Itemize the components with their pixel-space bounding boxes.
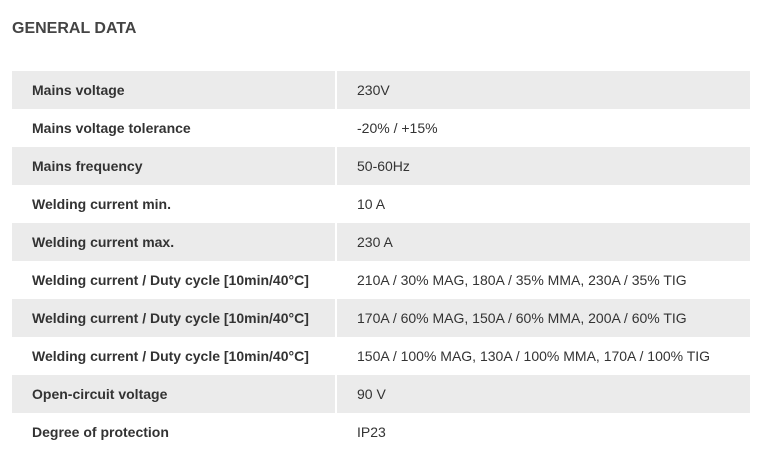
section-title: GENERAL DATA (12, 20, 137, 37)
spec-table: Mains voltage 230V Mains voltage tolerance… (12, 71, 750, 451)
spec-value: 90 V (336, 375, 750, 413)
table-row: Mains voltage 230V (12, 71, 750, 109)
table-row: Welding current min. 10 A (12, 185, 750, 223)
spec-value: 10 A (357, 196, 386, 212)
spec-label: Welding current / Duty cycle [10min/40°C… (12, 337, 337, 375)
spec-label: Degree of protection (12, 413, 337, 451)
spec-value: -20% / +15% (357, 120, 438, 136)
table-row: Mains frequency 50-60Hz (12, 147, 750, 185)
spec-label: Mains voltage (12, 71, 337, 109)
spec-value: IP23 (357, 424, 386, 440)
spec-label: Welding current / Duty cycle [10min/40°C… (12, 261, 337, 299)
spec-value: 150A / 100% MAG, 130A / 100% MMA, 170A /… (357, 348, 711, 364)
spec-label: Mains voltage tolerance (12, 109, 337, 147)
spec-label: Mains frequency (12, 147, 337, 185)
spec-value: 170A / 60% MAG, 150A / 60% MMA, 200A / 6… (336, 299, 750, 337)
table-row: Degree of protection IP23 (12, 413, 750, 451)
spec-value: 50-60Hz (336, 147, 750, 185)
table-row: Welding current / Duty cycle [10min/40°C… (12, 261, 750, 299)
table-row: Welding current / Duty cycle [10min/40°C… (12, 337, 750, 375)
table-row: Welding current max. 230 A (12, 223, 750, 261)
spec-label: Welding current max. (12, 223, 337, 261)
spec-value: 230V (336, 71, 750, 109)
table-row: Welding current / Duty cycle [10min/40°C… (12, 299, 750, 337)
spec-label: Welding current min. (12, 185, 337, 223)
spec-label: Open-circuit voltage (12, 375, 337, 413)
spec-label: Welding current / Duty cycle [10min/40°C… (12, 299, 337, 337)
table-row: Mains voltage tolerance -20% / +15% (12, 109, 750, 147)
spec-value: 210A / 30% MAG, 180A / 35% MMA, 230A / 3… (357, 272, 687, 288)
spec-value: 230 A (336, 223, 750, 261)
table-row: Open-circuit voltage 90 V (12, 375, 750, 413)
